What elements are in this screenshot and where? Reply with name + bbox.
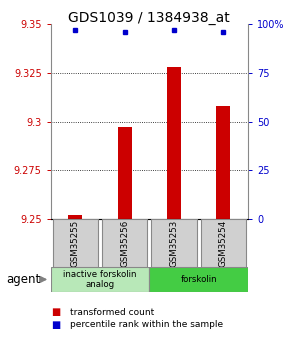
Bar (102, 219, 147, 267)
Text: GSM35256: GSM35256 (120, 220, 129, 267)
Bar (216, 106, 230, 219)
Text: agent: agent (6, 273, 40, 286)
Bar (51, 267, 149, 292)
Bar (151, 219, 197, 267)
Text: forskolin: forskolin (180, 275, 217, 284)
Text: ■: ■ (51, 320, 60, 330)
Bar (201, 219, 246, 267)
Bar (167, 67, 181, 219)
Bar (149, 267, 248, 292)
Text: inactive forskolin
analog: inactive forskolin analog (63, 270, 137, 289)
Bar (118, 127, 132, 219)
Text: ■: ■ (51, 307, 60, 317)
Bar (53, 219, 98, 267)
Text: percentile rank within the sample: percentile rank within the sample (70, 321, 223, 329)
Bar (68, 215, 82, 219)
Text: GSM35253: GSM35253 (169, 220, 179, 267)
Text: GSM35254: GSM35254 (219, 220, 228, 267)
Text: transformed count: transformed count (70, 308, 154, 317)
Text: GDS1039 / 1384938_at: GDS1039 / 1384938_at (68, 11, 230, 25)
Text: GSM35255: GSM35255 (71, 220, 80, 267)
